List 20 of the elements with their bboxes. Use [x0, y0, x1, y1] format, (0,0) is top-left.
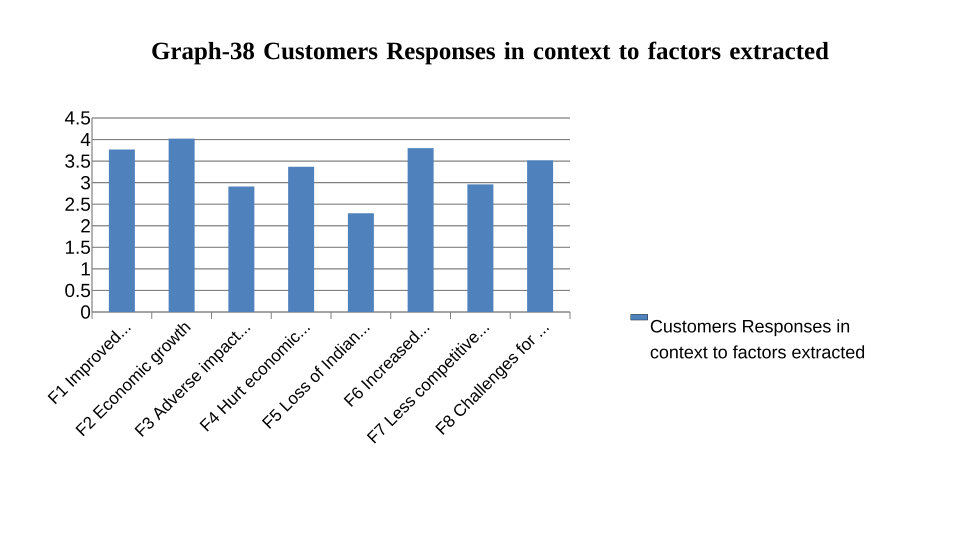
- y-tick-label: 2: [81, 219, 90, 232]
- chart-title: Graph-38 Customers Responses in context to factors extracted: [152, 42, 829, 64]
- y-tick-label: 0.5: [65, 284, 90, 298]
- y-tick-label: 1: [82, 262, 90, 276]
- y-tick-label: 1.5: [66, 240, 90, 254]
- y-tick-label: 4: [80, 133, 90, 146]
- bar: [228, 186, 254, 312]
- bar: [467, 184, 494, 312]
- bar: [527, 160, 554, 312]
- y-tick-label: 3: [81, 176, 90, 190]
- y-tick-label: 0: [81, 305, 90, 319]
- bar: [108, 149, 135, 312]
- bar: [348, 213, 374, 312]
- bar: [408, 148, 434, 312]
- y-tick-label: 3.5: [65, 154, 90, 168]
- y-tick-label: 4.5: [64, 111, 90, 125]
- bar: [288, 166, 314, 312]
- legend-label: Customers Responses in context to factors extracted: [650, 319, 864, 358]
- bar: [168, 138, 195, 312]
- y-tick-label: 2.5: [65, 198, 90, 211]
